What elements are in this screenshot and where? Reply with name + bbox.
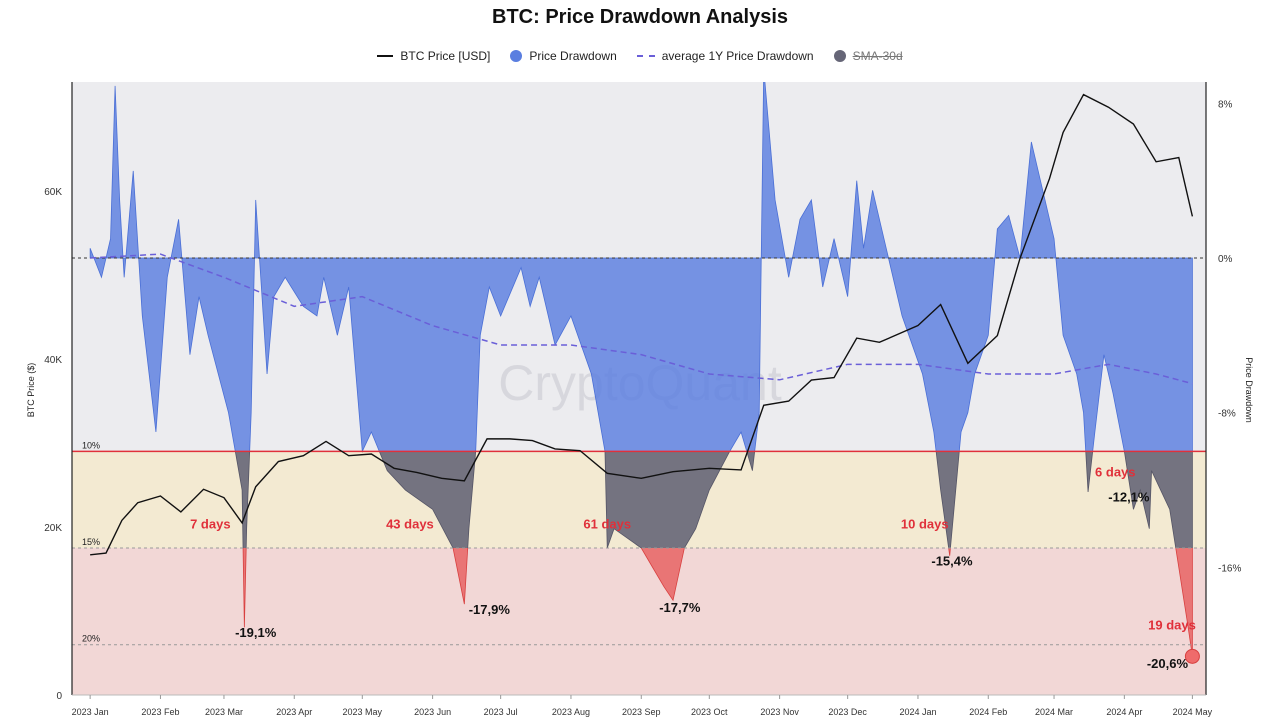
y-right-tick: -16%	[1218, 563, 1241, 574]
legend-swatch	[377, 55, 394, 57]
drawdown-annotation: -15,4%	[931, 553, 973, 568]
y-left-tick: 60K	[44, 187, 62, 198]
x-tick-label: 2024 Jan	[899, 707, 936, 717]
days-annotation: 43 days	[386, 517, 434, 532]
legend-item-dot[interactable]: SMA-30d	[833, 49, 903, 63]
legend-label: average 1Y Price Drawdown	[661, 49, 814, 63]
drawdown-annotation: -19,1%	[235, 625, 277, 640]
x-tick-label: 2023 Jun	[414, 707, 451, 717]
legend-label: BTC Price [USD]	[400, 49, 491, 63]
legend-label: SMA-30d	[852, 49, 903, 63]
x-tick-label: 2023 Aug	[552, 707, 590, 717]
y-left-label: BTC Price ($)	[26, 363, 36, 418]
y-right-tick: 0%	[1218, 254, 1233, 265]
drawdown-annotation: -17,7%	[659, 600, 701, 615]
legend-swatch	[833, 50, 846, 62]
x-tick-label: 2023 Sep	[622, 707, 661, 717]
legend-swatch	[510, 50, 523, 62]
y-left-tick: 0	[56, 691, 62, 702]
x-tick-label: 2023 Dec	[828, 707, 867, 717]
drawdown-area-grey	[234, 451, 1193, 549]
latest-drawdown-marker	[1184, 648, 1200, 664]
threshold-label: 20%	[82, 634, 100, 644]
x-tick-label: 2023 Jul	[484, 707, 518, 717]
x-tick-label: 2023 Feb	[141, 707, 179, 717]
drawdown-annotation: -12,1%	[1108, 490, 1150, 505]
legend-item-dot[interactable]: Price Drawdown	[510, 49, 617, 63]
drawdown-annotation: -17,9%	[469, 602, 511, 617]
x-tick-label: 2023 Mar	[205, 707, 243, 717]
threshold-label: 15%	[82, 537, 100, 547]
average-1y-drawdown-line	[90, 253, 1193, 385]
axes: 0 20K 40K 60K 8% 0% -8% -16% 2023 Jan 2023 Feb 202…	[26, 82, 1254, 717]
days-annotation: 6 days	[1095, 464, 1135, 479]
legend-label: Price Drawdown	[529, 49, 617, 63]
legend-swatch	[636, 55, 655, 57]
days-annotation: 7 days	[190, 517, 230, 532]
x-tick-label: 2023 Nov	[760, 707, 799, 717]
x-tick-label: 2024 Mar	[1035, 707, 1073, 717]
drawdown-area-red	[242, 548, 1193, 657]
drawdown-annotation: -20,6%	[1147, 656, 1189, 671]
chart-title: BTC: Price Drawdown Analysis	[492, 6, 788, 28]
x-tick-label: 2023 Apr	[276, 707, 312, 717]
days-annotation: 19 days	[1148, 617, 1196, 632]
btc-price-line	[90, 93, 1194, 556]
chart-legend: BTC Price [USD] Price Drawdown average 1Y …	[0, 49, 1280, 63]
y-right-label: Price Drawdown	[1244, 357, 1254, 423]
days-annotation: 61 days	[583, 517, 631, 532]
y-right-tick: -8%	[1218, 409, 1236, 420]
x-tick-label: 2023 May	[343, 707, 383, 717]
x-tick-label: 2023 Jan	[72, 707, 109, 717]
drawdown-area-blue	[89, 82, 1193, 452]
x-tick-label: 2024 May	[1173, 707, 1213, 717]
threshold-label: 10%	[82, 440, 100, 450]
y-left-tick: 40K	[44, 355, 62, 366]
band-15-plus	[72, 548, 1206, 695]
btc-price-line	[90, 93, 1194, 556]
x-tick-label: 2024 Apr	[1106, 707, 1142, 717]
y-right-tick: 8%	[1218, 99, 1233, 110]
legend-item-dash[interactable]: average 1Y Price Drawdown	[636, 49, 814, 63]
drawdown-area	[89, 82, 1193, 657]
annotations: 7 days 43 days 61 days 10 days 6 days 19 days…	[190, 464, 1200, 671]
x-tick-label: 2023 Oct	[691, 707, 728, 717]
average-drawdown-line	[90, 253, 1193, 385]
x-tick-label: 2024 Feb	[969, 707, 1007, 717]
threshold-lines: 10% 15% 20%	[72, 257, 1206, 646]
y-left-tick: 20K	[44, 523, 62, 534]
legend-item-line[interactable]: BTC Price [USD]	[377, 49, 490, 63]
days-annotation: 10 days	[901, 517, 949, 532]
